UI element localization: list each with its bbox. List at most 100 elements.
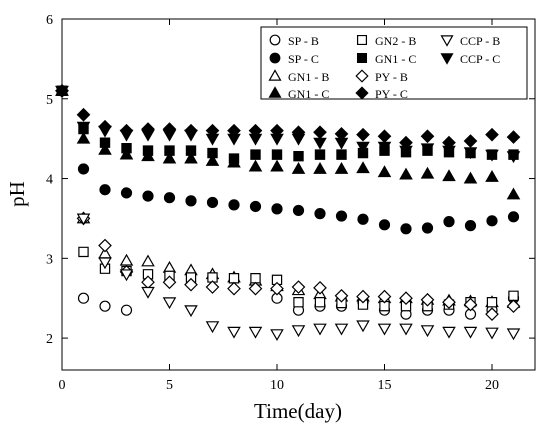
data-point — [377, 165, 392, 178]
data-point — [506, 299, 521, 314]
data-point — [291, 133, 306, 146]
data-point — [378, 219, 391, 231]
data-point — [98, 257, 112, 270]
data-point — [205, 321, 220, 334]
data-point — [420, 143, 435, 156]
legend-marker — [355, 69, 369, 83]
data-point — [120, 187, 133, 199]
data-point — [98, 238, 112, 253]
data-point — [184, 151, 198, 164]
data-point — [508, 290, 519, 302]
legend-marker — [268, 86, 282, 98]
data-point — [99, 184, 111, 196]
data-point — [164, 145, 175, 156]
data-point — [420, 325, 435, 338]
data-point — [207, 272, 218, 283]
data-point — [270, 281, 284, 296]
legend-marker — [440, 35, 454, 47]
data-point — [442, 326, 456, 339]
data-point — [506, 151, 521, 164]
data-point — [162, 129, 177, 142]
data-point — [120, 304, 133, 316]
data-point — [313, 280, 327, 295]
data-point — [142, 145, 154, 156]
data-point — [485, 149, 499, 162]
legend-label: SP - B — [288, 34, 319, 48]
data-point — [76, 213, 91, 226]
legend-marker — [269, 52, 281, 64]
data-point — [377, 129, 392, 144]
data-point — [377, 289, 392, 304]
data-point — [485, 169, 499, 182]
data-point — [142, 190, 154, 202]
data-point — [184, 129, 198, 142]
data-point — [292, 204, 305, 217]
data-point — [250, 273, 261, 284]
data-point — [399, 167, 413, 180]
data-point — [463, 147, 478, 160]
legend-label: CCP - B — [460, 34, 500, 48]
data-point — [506, 328, 521, 341]
data-point — [486, 296, 498, 308]
data-point — [271, 149, 283, 160]
data-point — [141, 286, 155, 299]
x-tick-label: 0 — [59, 378, 66, 393]
data-point — [185, 145, 197, 156]
series-9 — [55, 85, 521, 164]
data-point — [76, 107, 91, 122]
series-8 — [55, 85, 521, 342]
x-axis-label: Time(day) — [254, 399, 342, 423]
data-point — [184, 305, 198, 318]
data-point — [119, 147, 134, 160]
legend-label: CCP - C — [460, 52, 500, 66]
legend-label: GN1 - B — [288, 70, 329, 84]
data-point — [463, 326, 478, 339]
data-point — [486, 215, 498, 227]
data-point — [162, 151, 177, 164]
data-point — [291, 280, 306, 294]
data-point — [420, 166, 435, 179]
data-point — [507, 211, 520, 223]
data-point — [357, 213, 369, 225]
data-point — [270, 329, 284, 342]
x-tick-label: 10 — [270, 378, 284, 393]
data-point — [313, 125, 327, 140]
data-point — [162, 275, 177, 290]
data-point — [314, 208, 326, 220]
series-3 — [55, 83, 521, 200]
data-point — [250, 149, 261, 160]
data-point — [55, 85, 69, 98]
data-point — [336, 149, 347, 160]
data-point — [270, 133, 284, 146]
data-point — [356, 141, 370, 154]
legend-label: PY - C — [375, 87, 408, 101]
data-point — [291, 325, 306, 338]
legend-box — [260, 26, 528, 100]
data-point — [205, 154, 220, 166]
data-point — [293, 296, 304, 308]
y-tick-label: 2 — [46, 332, 53, 347]
data-point — [141, 254, 155, 267]
data-point — [356, 320, 370, 333]
data-point — [464, 220, 477, 232]
data-point — [400, 223, 412, 235]
data-point — [485, 127, 499, 142]
data-point — [314, 149, 326, 160]
data-point — [421, 222, 434, 234]
legend-marker — [268, 69, 282, 81]
x-tick-label: 15 — [378, 378, 392, 393]
data-point — [443, 216, 455, 228]
y-tick-label: 4 — [46, 173, 53, 188]
data-point — [228, 273, 240, 284]
data-point — [334, 288, 349, 303]
legend-marker — [356, 34, 368, 46]
data-point — [206, 196, 219, 209]
data-point — [227, 281, 241, 296]
x-tick-label: 20 — [485, 378, 499, 393]
data-point — [506, 187, 521, 200]
ticks-layer: 0 5 10 15 20 2 3 4 5 6 — [46, 13, 535, 393]
y-tick-label: 3 — [46, 252, 53, 267]
data-point — [420, 292, 435, 307]
data-point — [442, 295, 456, 310]
data-point — [142, 269, 154, 280]
